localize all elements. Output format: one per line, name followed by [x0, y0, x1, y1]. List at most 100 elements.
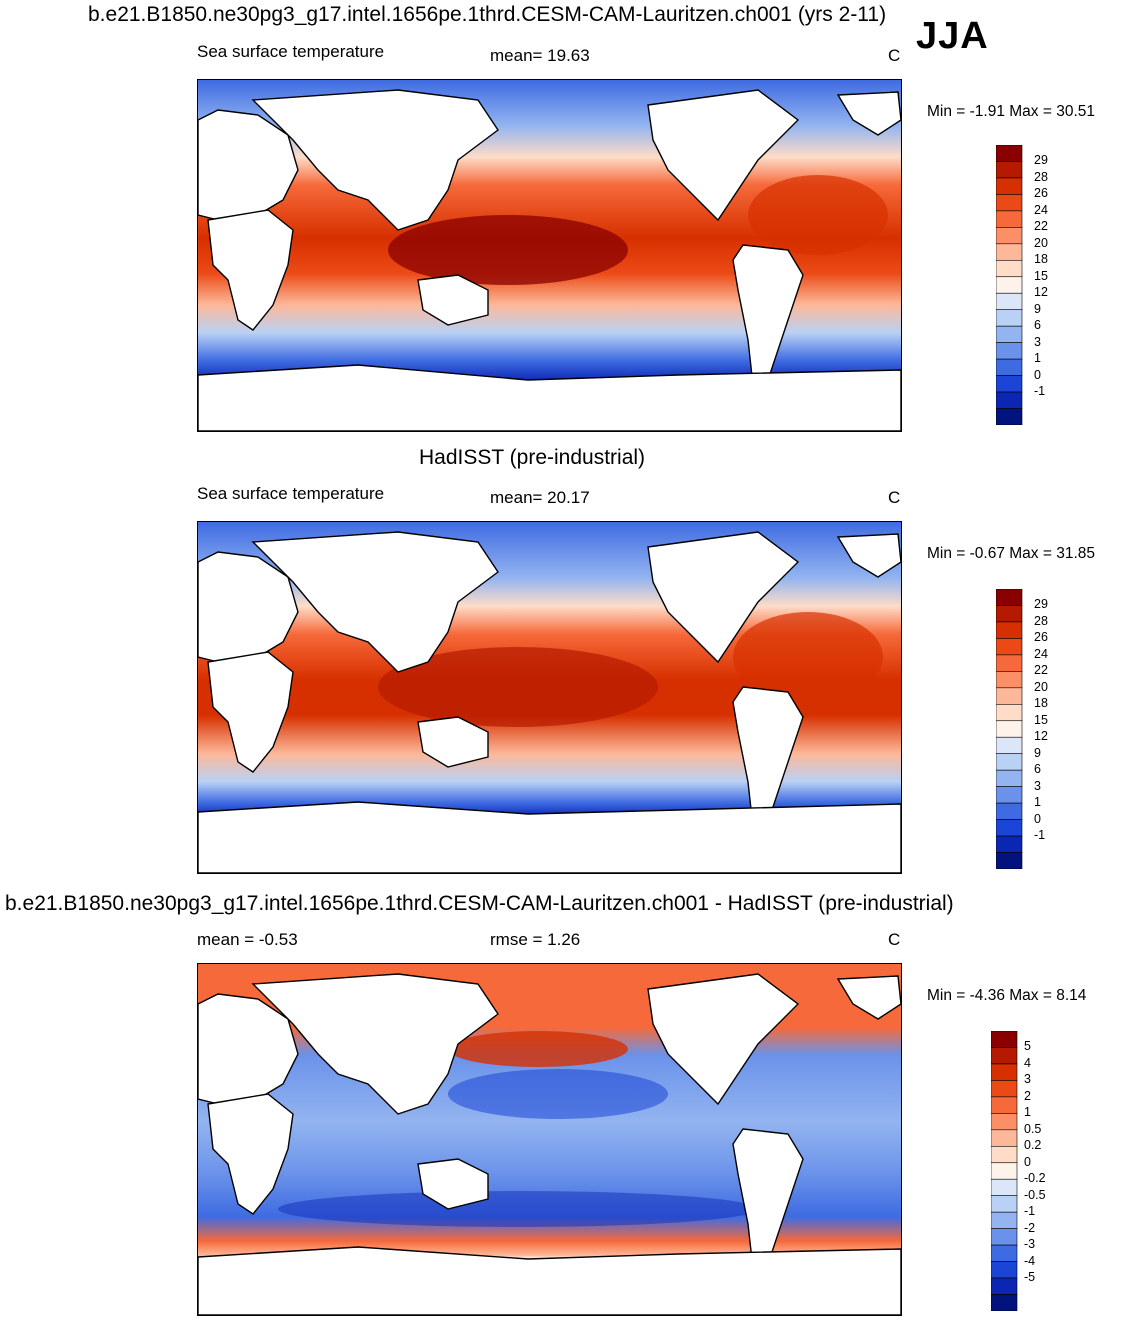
colorbar-diff: 5 4 3 2 1 0.5 0.2 0 -0.2 -0.5 -1 -2 -3 -4 -5 [990, 1030, 1066, 1312]
colorbar-label: -2 [1024, 1220, 1036, 1235]
colorbar-swatch [990, 1129, 1018, 1147]
colorbar-swatch [995, 802, 1023, 820]
colorbar-label: 18 [1034, 696, 1048, 711]
colorbar-model: 29 28 26 24 22 20 18 15 12 9 6 3 1 0 -1 [995, 144, 1066, 426]
colorbar-label: 0.5 [1024, 1121, 1042, 1136]
colorbar-label: 28 [1034, 169, 1048, 184]
colorbar-label: 1 [1034, 351, 1041, 366]
colorbar-label: 0 [1034, 367, 1041, 382]
variable-label: Sea surface temperature [197, 484, 385, 503]
colorbar-swatch [995, 835, 1023, 853]
colorbar-label: 15 [1034, 268, 1048, 283]
colorbar-swatch [995, 161, 1023, 179]
colorbar-label: 0 [1034, 811, 1041, 826]
colorbar-swatch [990, 1195, 1018, 1213]
colorbar-swatch [995, 243, 1023, 261]
colorbar-swatch [995, 671, 1023, 689]
colorbar-label: 24 [1034, 646, 1048, 661]
colorbar-label: -0.2 [1024, 1171, 1046, 1186]
colorbar-swatch [995, 342, 1023, 360]
units-label: C [888, 488, 901, 507]
colorbar-swatch [995, 276, 1023, 294]
colorbar-label: 0.2 [1024, 1138, 1042, 1153]
colorbar-swatch [995, 210, 1023, 228]
colorbar-label: 20 [1034, 235, 1048, 250]
colorbar-swatch [995, 408, 1023, 426]
sst-map-obs[interactable] [197, 521, 902, 874]
colorbar-label: -1 [1024, 1204, 1036, 1219]
colorbar-swatch [995, 605, 1023, 623]
colorbar-swatch [990, 1113, 1018, 1131]
sst-map-model[interactable] [197, 79, 902, 432]
sst-map-diff[interactable] [197, 963, 902, 1316]
colorbar-label: -4 [1024, 1253, 1036, 1268]
colorbar-swatch [995, 194, 1023, 212]
mean-label: mean= 20.17 [490, 488, 590, 507]
colorbar-swatch [995, 358, 1023, 376]
land-masses [198, 531, 901, 873]
colorbar-swatch [995, 621, 1023, 639]
colorbar-label: 5 [1024, 1039, 1031, 1054]
colorbar-swatch [995, 852, 1023, 870]
colorbar-swatch [995, 654, 1023, 672]
colorbar-label: 12 [1034, 285, 1048, 300]
colorbar-label: 26 [1034, 630, 1048, 645]
colorbar-label: 1 [1034, 795, 1041, 810]
warm-pool [378, 647, 658, 727]
colorbar-label: 2 [1024, 1088, 1031, 1103]
colorbar-swatch [995, 144, 1023, 162]
min-max-label: Min = -1.91 Max = 30.51 [927, 103, 1096, 120]
season-label: JJA [916, 15, 989, 57]
colorbar-swatch [990, 1063, 1018, 1081]
colorbar-label: 12 [1034, 729, 1048, 744]
min-max-label: Min = -4.36 Max = 8.14 [927, 987, 1087, 1004]
atlantic-warm [748, 175, 888, 255]
colorbar-swatch [990, 1294, 1018, 1312]
colorbar-swatch [990, 1261, 1018, 1279]
units-label: C [888, 46, 901, 65]
colorbar-label: 4 [1024, 1055, 1031, 1070]
colorbar-label: 29 [1034, 153, 1048, 168]
min-max-label: Min = -0.67 Max = 31.85 [927, 545, 1096, 562]
colorbar-label: 9 [1034, 745, 1041, 760]
units-label: C [888, 930, 901, 949]
colorbar-label: 22 [1034, 663, 1048, 678]
colorbar-label: 22 [1034, 219, 1048, 234]
kuroshio-anomaly [448, 1031, 628, 1067]
colorbar-label: 29 [1034, 597, 1048, 612]
colorbar-swatch [995, 786, 1023, 804]
colorbar-swatch [990, 1030, 1018, 1048]
colorbar-swatch [990, 1211, 1018, 1229]
colorbar-label: 0 [1024, 1154, 1031, 1169]
colorbar-label: 26 [1034, 186, 1048, 201]
colorbar-label: 6 [1034, 762, 1041, 777]
colorbar-swatch [990, 1080, 1018, 1098]
colorbar-swatches [995, 144, 1023, 426]
colorbar-swatch [995, 325, 1023, 343]
colorbar-swatch [995, 177, 1023, 195]
colorbar-swatch [995, 819, 1023, 837]
colorbar-swatch [990, 1277, 1018, 1295]
diff-title: b.e21.B1850.ne30pg3_g17.intel.1656pe.1th… [5, 892, 954, 915]
colorbar-swatches [990, 1030, 1018, 1312]
colorbar-label: 6 [1034, 318, 1041, 333]
colorbar-swatch [995, 309, 1023, 327]
colorbar-obs: 29 28 26 24 22 20 18 15 12 9 6 3 1 0 -1 [995, 588, 1066, 870]
colorbar-label: 20 [1034, 679, 1048, 694]
colorbar-swatch [990, 1145, 1018, 1164]
colorbar-label: 28 [1034, 613, 1048, 628]
colorbar-label: -1 [1034, 828, 1046, 843]
atlantic-warm [733, 612, 883, 702]
colorbar-swatch [995, 720, 1023, 738]
rmse-label: rmse = 1.26 [490, 930, 581, 949]
colorbar-swatch [995, 292, 1023, 311]
colorbar-swatches [995, 588, 1023, 870]
colorbar-swatch [995, 391, 1023, 409]
colorbar-swatch [990, 1178, 1018, 1197]
colorbar-swatch [995, 736, 1023, 755]
obs-title: HadISST (pre-industrial) [419, 446, 646, 469]
figure-title: b.e21.B1850.ne30pg3_g17.intel.1656pe.1th… [88, 3, 887, 26]
colorbar-swatch [995, 588, 1023, 606]
colorbar-label: -1 [1034, 384, 1046, 399]
colorbar-label: 3 [1034, 334, 1041, 349]
